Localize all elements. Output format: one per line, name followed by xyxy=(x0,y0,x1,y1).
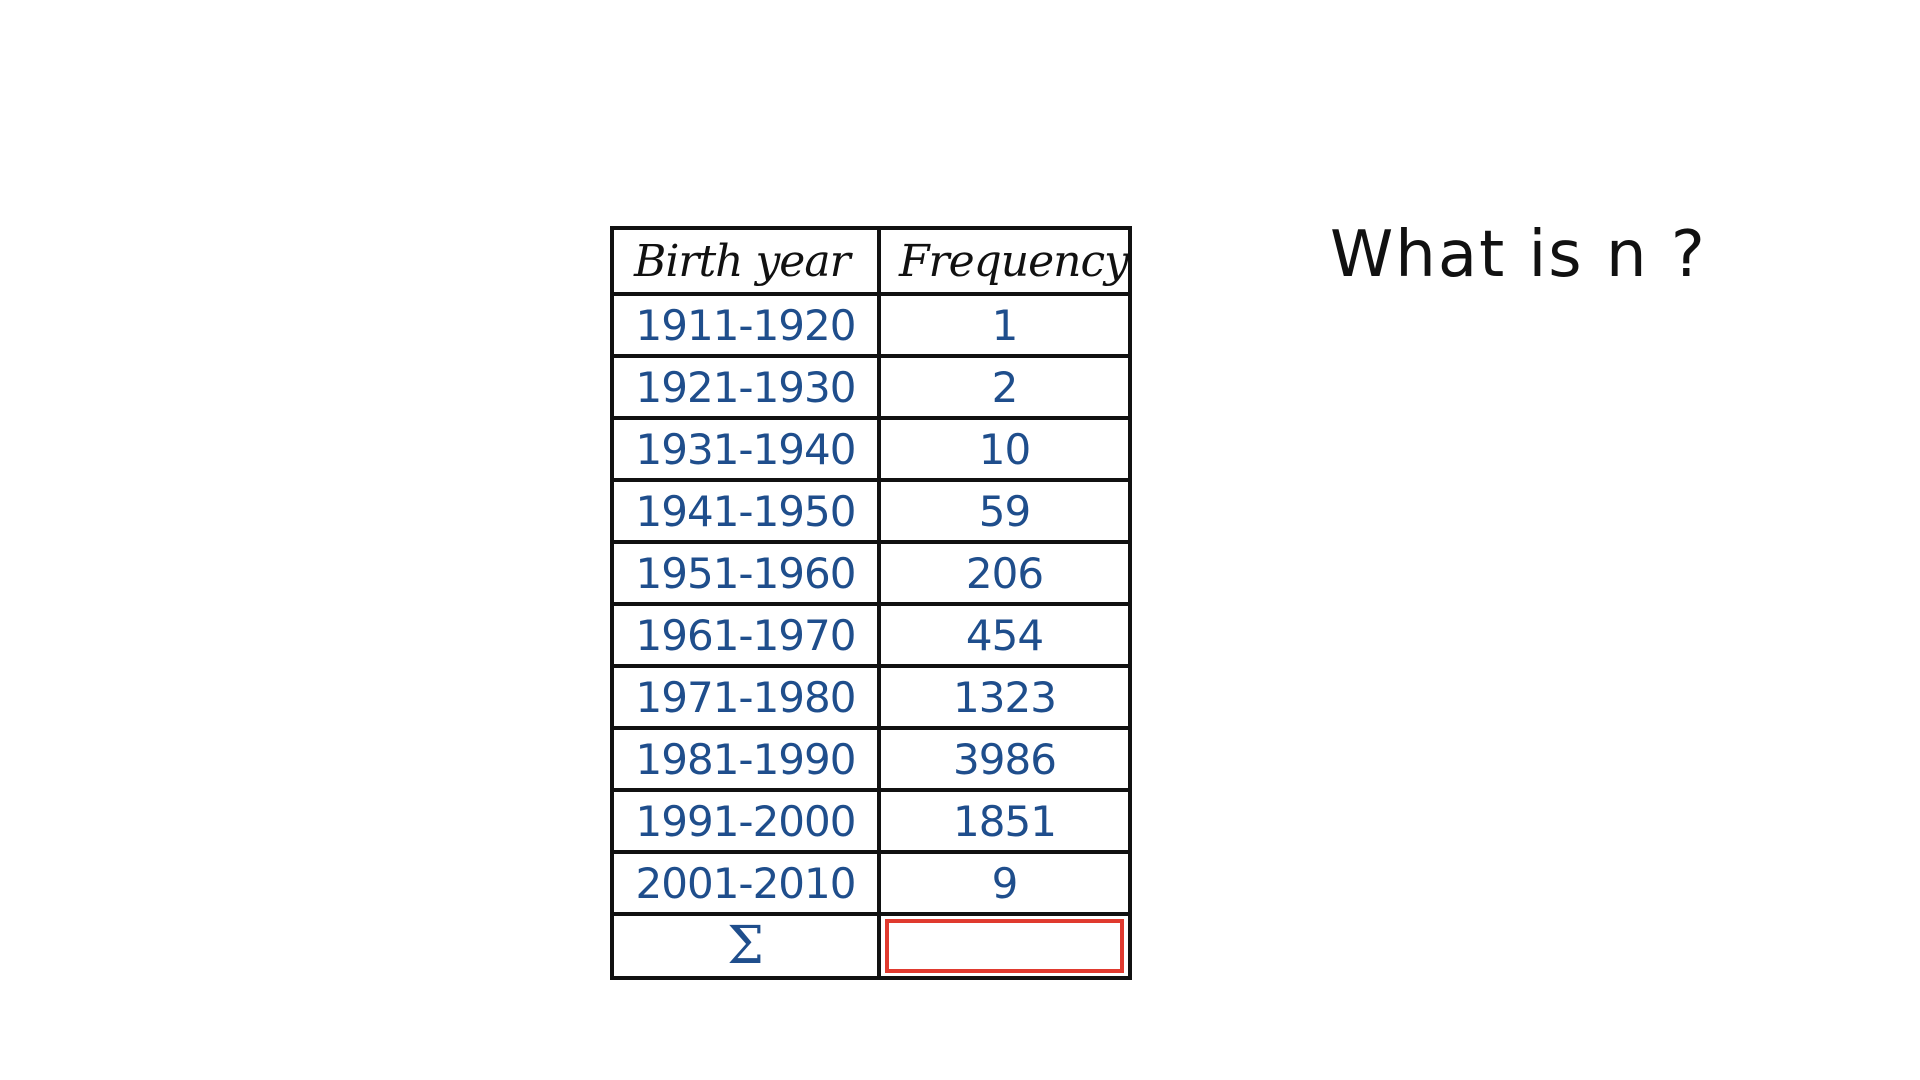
question-text: What is n ? xyxy=(1330,218,1707,292)
birth-year-cell: 1911-1920 xyxy=(610,292,881,358)
table-row: 1991-2000 1851 xyxy=(610,788,1132,854)
frequency-cell: 9 xyxy=(877,850,1132,916)
frequency-cell: 1323 xyxy=(877,664,1132,730)
table-row: 1931-1940 10 xyxy=(610,416,1132,482)
frequency-cell: 10 xyxy=(877,416,1132,482)
birth-year-cell: 1991-2000 xyxy=(610,788,881,854)
header-birth-year: Birth year xyxy=(610,226,881,296)
sum-answer-cell xyxy=(877,912,1132,980)
table-row: 1951-1960 206 xyxy=(610,540,1132,606)
table-row: 1971-1980 1323 xyxy=(610,664,1132,730)
frequency-cell: 1851 xyxy=(877,788,1132,854)
table-row: 1941-1950 59 xyxy=(610,478,1132,544)
frequency-cell: 1 xyxy=(877,292,1132,358)
frequency-cell: 206 xyxy=(877,540,1132,606)
frequency-cell: 454 xyxy=(877,602,1132,668)
answer-highlight-box xyxy=(885,919,1124,973)
birth-year-cell: 1921-1930 xyxy=(610,354,881,420)
birth-year-cell: 1941-1950 xyxy=(610,478,881,544)
header-frequency: Frequency xyxy=(877,226,1132,296)
table-row: 1921-1930 2 xyxy=(610,354,1132,420)
birth-year-cell: 1981-1990 xyxy=(610,726,881,792)
table-row: 1961-1970 454 xyxy=(610,602,1132,668)
birth-year-cell: 1931-1940 xyxy=(610,416,881,482)
table-row: 2001-2010 9 xyxy=(610,850,1132,916)
birth-year-cell: 1961-1970 xyxy=(610,602,881,668)
table-header-row: Birth year Frequency xyxy=(610,226,1132,296)
frequency-cell: 3986 xyxy=(877,726,1132,792)
birth-year-cell: 2001-2010 xyxy=(610,850,881,916)
sum-row: Σ xyxy=(610,912,1132,980)
birth-year-cell: 1971-1980 xyxy=(610,664,881,730)
frequency-cell: 2 xyxy=(877,354,1132,420)
table-row: 1981-1990 3986 xyxy=(610,726,1132,792)
birth-year-cell: 1951-1960 xyxy=(610,540,881,606)
frequency-cell: 59 xyxy=(877,478,1132,544)
table-row: 1911-1920 1 xyxy=(610,292,1132,358)
frequency-table: Birth year Frequency 1911-1920 1 1921-19… xyxy=(610,226,1132,980)
sigma-symbol: Σ xyxy=(610,912,881,980)
